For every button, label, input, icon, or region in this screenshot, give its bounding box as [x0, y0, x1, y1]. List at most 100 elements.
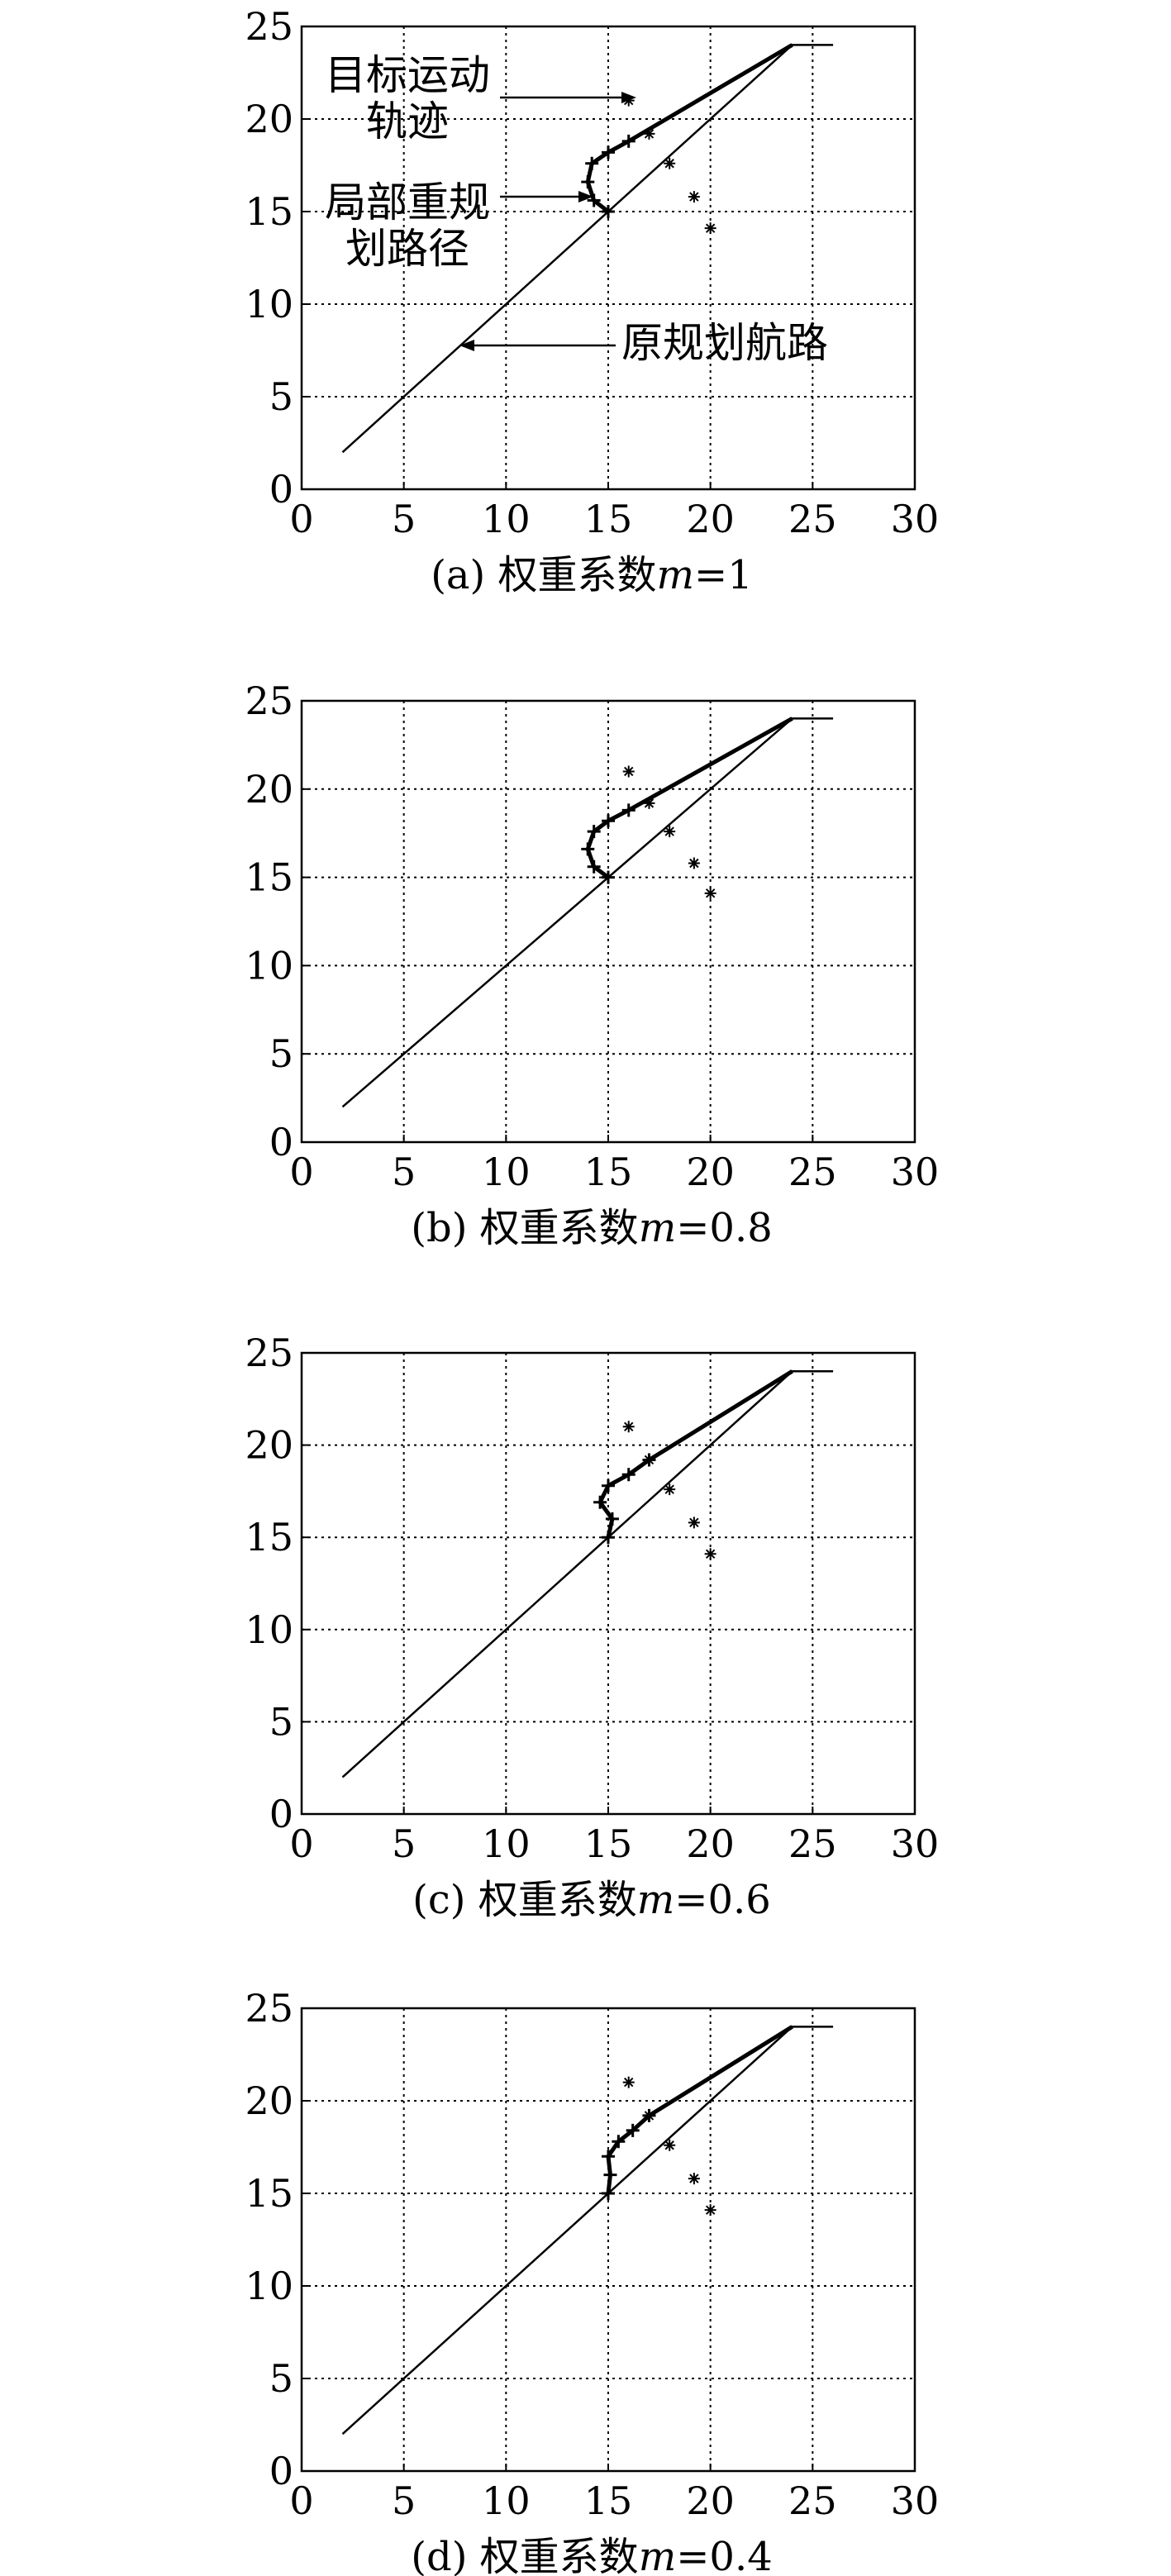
target-track-point [643, 2109, 655, 2121]
replanned-path-marker [602, 2150, 615, 2164]
replanned-path-line [585, 717, 793, 879]
x-tick-label: 20 [686, 1150, 735, 1194]
panel-caption: (c) 权重系数m=0.6 [412, 1877, 771, 1923]
y-tick-label: 20 [245, 2078, 293, 2123]
x-tick-label: 10 [482, 497, 531, 541]
x-tick-label: 0 [289, 497, 313, 541]
x-tick-label: 0 [289, 1821, 313, 1866]
x-tick-label: 5 [392, 1821, 416, 1866]
target-track-point [622, 1421, 635, 1433]
caption-variable: m [639, 2534, 677, 2576]
caption-variable: m [637, 1877, 675, 1923]
caption-suffix: =0.6 [674, 1877, 771, 1923]
target-track-point [688, 1517, 700, 1529]
caption-prefix: (c) 权重系数 [412, 1877, 637, 1923]
chart-panel-d: 0 5 10 15 20 25 30 0 5 10 15 20 25 (d) 权重系数m=0.4 [245, 1986, 939, 2576]
replanned-path-marker [602, 205, 615, 218]
target-track-point [643, 797, 655, 809]
target-track-point [704, 2204, 716, 2217]
annotation-2: 原规划航路 [459, 319, 828, 367]
target-track-point [704, 887, 716, 899]
caption-suffix: =0.8 [676, 1205, 773, 1251]
replanned-path-marker [603, 2168, 617, 2182]
annotation-text: 目标运动 [325, 51, 490, 99]
caption-suffix: =0.4 [676, 2534, 773, 2576]
y-tick-label: 20 [245, 97, 293, 141]
target-track-point [688, 2173, 700, 2185]
y-tick-label: 5 [269, 2356, 293, 2401]
y-tick-label: 25 [245, 679, 293, 723]
x-tick-label: 10 [482, 2478, 531, 2523]
replanned-path-marker [587, 193, 601, 207]
y-tick-label: 15 [245, 1515, 293, 1559]
target-track-point [664, 2139, 676, 2151]
y-tick-label: 5 [269, 1031, 293, 1076]
y-tick-label: 0 [269, 467, 293, 512]
y-tick-label: 5 [269, 1699, 293, 1744]
y-tick-label: 0 [269, 1792, 293, 1836]
chart-panel-c: 0 5 10 15 20 25 30 0 5 10 15 20 25 (c) 权重系数m=0.6 [245, 1331, 939, 1923]
replanned-path-marker [587, 825, 601, 839]
x-tick-label: 15 [584, 497, 633, 541]
caption-variable: m [639, 1205, 677, 1251]
y-tick-label: 20 [245, 767, 293, 812]
x-tick-label: 10 [482, 1150, 531, 1194]
annotation-text: 局部重规 [325, 179, 490, 226]
replanned-path-marker [612, 2135, 626, 2149]
x-tick-label: 25 [788, 497, 837, 541]
original-route-line [341, 1370, 834, 1778]
replanned-path-marker [602, 145, 615, 160]
panel-caption: (b) 权重系数m=0.8 [411, 1205, 773, 1251]
target-track-point [643, 1454, 655, 1466]
x-tick-label: 10 [482, 1821, 531, 1866]
x-tick-label: 30 [891, 1821, 940, 1866]
target-track-point [664, 1483, 676, 1496]
y-tick-label: 10 [245, 282, 293, 326]
caption-suffix: =1 [694, 552, 753, 598]
x-tick-label: 15 [584, 1150, 633, 1194]
replanned-path-marker [605, 1512, 619, 1526]
replanned-path-marker [602, 2187, 615, 2200]
target-track-point [704, 1548, 716, 1560]
target-track-point [664, 157, 676, 169]
annotation-text: 原规划航路 [621, 319, 828, 367]
replanned-path-marker [593, 1495, 607, 1509]
x-tick-label: 30 [891, 1150, 940, 1194]
y-tick-label: 25 [245, 4, 293, 49]
original-route-line [341, 2026, 834, 2436]
caption-prefix: (a) 权重系数 [431, 552, 656, 598]
target-track-point [622, 2076, 635, 2088]
target-track-point [622, 765, 635, 778]
replanned-path-marker [626, 2123, 640, 2137]
annotation-text: 轨迹 [366, 98, 449, 145]
target-track-point [664, 826, 676, 838]
replanned-path-marker [621, 1468, 635, 1482]
x-tick-label: 25 [788, 1150, 837, 1194]
replanned-path-marker [602, 1478, 615, 1493]
y-tick-label: 5 [269, 374, 293, 419]
target-track-point [643, 127, 655, 140]
panel-caption: (d) 权重系数m=0.4 [411, 2534, 773, 2576]
y-tick-label: 20 [245, 1423, 293, 1468]
annotation-text: 划路径 [345, 225, 469, 273]
original-route-line [341, 717, 834, 1108]
x-tick-label: 20 [686, 1821, 735, 1866]
panel-caption: (a) 权重系数m=1 [431, 552, 753, 598]
target-track-point [688, 191, 700, 203]
x-tick-label: 30 [891, 497, 940, 541]
x-tick-label: 0 [289, 2478, 313, 2523]
annotation-arrowhead [459, 340, 474, 351]
x-tick-label: 30 [891, 2478, 940, 2523]
x-tick-label: 20 [686, 497, 735, 541]
replanned-path-marker [602, 870, 615, 884]
replanned-path-marker [621, 803, 635, 817]
x-tick-label: 25 [788, 2478, 837, 2523]
x-tick-label: 5 [392, 497, 416, 541]
caption-prefix: (d) 权重系数 [411, 2534, 638, 2576]
y-tick-label: 25 [245, 1986, 293, 2031]
replanned-path-line [585, 43, 793, 213]
x-tick-label: 5 [392, 2478, 416, 2523]
